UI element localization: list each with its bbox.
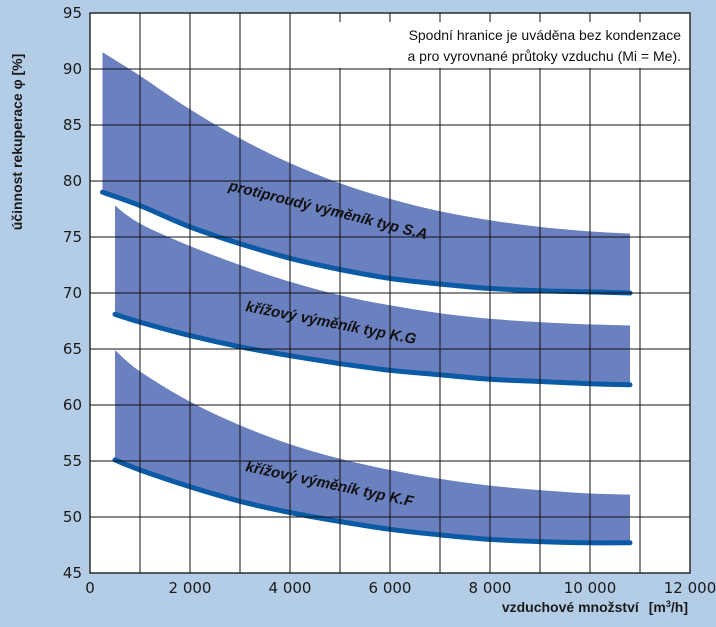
x-tick-labels: 0 2 000 4 000 6 000 8 000 10 000 12 000	[85, 579, 716, 597]
x-tick-label: 6 000	[369, 579, 412, 597]
y-tick-label: 65	[63, 340, 82, 358]
x-tick-label: 10 000	[564, 579, 617, 597]
y-tick-label: 80	[63, 172, 82, 190]
band-area-0	[102, 52, 630, 294]
x-axis-title-text: vzduchové množství	[502, 599, 640, 615]
x-axis-title: vzduchové množství [m3/h]	[502, 599, 688, 615]
y-tick-label: 60	[63, 396, 82, 414]
y-tick-label: 55	[63, 452, 82, 470]
y-tick-label: 70	[63, 284, 82, 302]
x-tick-label: 2 000	[169, 579, 212, 597]
grid-layer	[90, 13, 690, 573]
plot-frame	[89, 12, 691, 574]
x-axis-unit-tail: /h]	[671, 599, 688, 615]
y-tick-label: 90	[63, 60, 82, 78]
y-tick-label: 50	[63, 508, 82, 526]
band-area-1	[115, 205, 630, 385]
y-tick-labels: 45 50 55 60 65 70 75 80 85 90 95	[63, 4, 82, 582]
x-tick-label: 8 000	[469, 579, 512, 597]
y-axis-title: účinnost rekuperace φ [%]	[9, 54, 25, 231]
lower-bound-line-1	[112, 311, 633, 388]
band-area-2	[115, 350, 630, 543]
y-tick-label: 45	[63, 564, 82, 582]
x-axis-unit: [m	[649, 599, 666, 615]
lower-bound-line-0	[100, 189, 633, 296]
note-line-2: a pro vyrovnané průtoky vzduchu (Mi = Me…	[407, 48, 681, 64]
note-box	[334, 22, 686, 68]
x-tick-label: 0	[85, 579, 95, 597]
x-tick-label: 12 000	[664, 579, 716, 597]
note-line-1: Spodní hranice je uváděna bez kondenzace	[409, 27, 682, 43]
y-tick-label: 95	[63, 4, 82, 22]
y-tick-label: 75	[63, 228, 82, 246]
y-tick-label: 85	[63, 116, 82, 134]
bands-layer	[102, 52, 630, 543]
x-tick-label: 4 000	[269, 579, 312, 597]
x-axis-unit-exp: 3	[666, 599, 671, 609]
lower-bound-line-2	[112, 457, 633, 546]
lower-lines-layer	[100, 189, 633, 546]
